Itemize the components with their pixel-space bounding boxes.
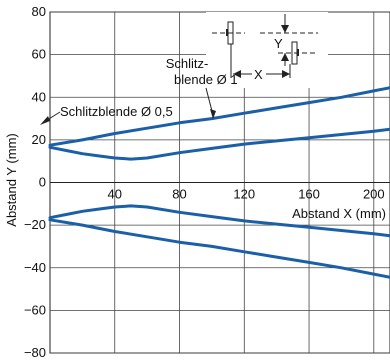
- y-axis-title: Abstand Y (mm): [4, 133, 19, 226]
- schematic-y-label: Y: [274, 36, 283, 51]
- annotation-slit1-line2: blende Ø 1: [174, 72, 238, 87]
- x-tick-label: 160: [298, 187, 320, 202]
- y-tick-label: 0: [39, 175, 46, 190]
- series-line-0: [48, 86, 390, 147]
- y-tick-labels: 80 60 40 20 0 −20 −40 −60 −80: [24, 4, 46, 360]
- y-tick-label: −20: [24, 217, 46, 232]
- annotation-slit05: Schlitzblende Ø 0,5: [40, 104, 173, 125]
- y-tick-label: −80: [24, 345, 46, 360]
- series-line-2: [48, 218, 390, 279]
- y-tick-label: −60: [24, 302, 46, 317]
- series-lines: [48, 86, 390, 279]
- x-tick-label: 80: [172, 187, 186, 202]
- x-tick-label: 200: [363, 187, 385, 202]
- y-tick-label: −40: [24, 260, 46, 275]
- series-line-3: [48, 204, 390, 238]
- x-tick-labels: 40 80 120 160 200: [108, 187, 385, 202]
- x-tick-label: 120: [233, 187, 255, 202]
- y-tick-label: 20: [32, 132, 46, 147]
- schematic-inset: Y X: [206, 12, 328, 88]
- annotation-slit05-label: Schlitzblende Ø 0,5: [60, 104, 173, 119]
- y-tick-label: 80: [32, 4, 46, 19]
- annotation-slit1-line1: Schlitz-: [166, 56, 209, 71]
- y-tick-label: 60: [32, 47, 46, 62]
- y-tick-label: 40: [32, 89, 46, 104]
- x-tick-label: 40: [108, 187, 122, 202]
- annotation-slit1: Schlitz- blende Ø 1: [166, 56, 238, 119]
- series-line-1: [48, 127, 390, 161]
- x-axis-title: Abstand X (mm): [292, 206, 386, 221]
- schematic-x-label: X: [254, 67, 263, 82]
